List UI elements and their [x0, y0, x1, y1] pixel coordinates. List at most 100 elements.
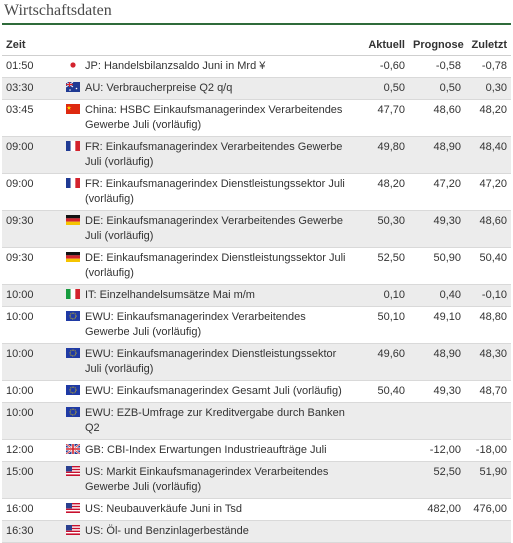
row-previous: 48,80	[465, 306, 511, 344]
row-flag	[64, 284, 83, 307]
eu-flag-icon	[66, 311, 80, 324]
table-row[interactable]: 10:00 EWU: Einkaufsmanagerindex Gesamt Ju…	[2, 380, 511, 403]
row-time: 10:00	[2, 402, 64, 440]
row-flag	[64, 439, 83, 462]
row-time: 03:45	[2, 99, 64, 137]
row-event[interactable]: EWU: Einkaufsmanagerindex Verarbeitendes…	[83, 306, 351, 344]
row-event[interactable]: US: Öl- und Benzinlagerbestände	[83, 520, 351, 543]
row-forecast: 48,90	[409, 136, 465, 174]
row-event[interactable]: IT: Einzelhandelsumsätze Mai m/m	[83, 284, 351, 307]
us-flag-icon	[66, 503, 80, 516]
table-row[interactable]: 12:00 GB: CBI-Index Erwartungen Industrie…	[2, 439, 511, 462]
table-row[interactable]: 09:30 DE: Einkaufsmanagerindex Verarbeite…	[2, 210, 511, 248]
row-event[interactable]: US: Markit Einkaufsmanagerindex Verarbei…	[83, 461, 351, 499]
row-flag	[64, 55, 83, 78]
row-actual: 49,60	[351, 343, 409, 381]
row-event[interactable]: DE: Einkaufsmanagerindex Verarbeitendes …	[83, 210, 351, 248]
column-header-previous[interactable]: Zuletzt	[465, 34, 511, 56]
row-event[interactable]: EWU: Einkaufsmanagerindex Dienstleistung…	[83, 343, 351, 381]
row-event[interactable]: JP: Handelsbilanzsaldo Juni in Mrd ¥	[83, 55, 351, 78]
eu-flag-icon	[66, 348, 80, 361]
row-time: 09:00	[2, 173, 64, 211]
row-flag	[64, 520, 83, 543]
fr-flag-icon	[66, 141, 81, 154]
table-row[interactable]: 16:30 US: Öl- und Benzinlagerbestände	[2, 520, 511, 543]
row-forecast: 48,90	[409, 343, 465, 381]
row-previous: 48,20	[465, 99, 511, 137]
row-actual: 49,80	[351, 136, 409, 174]
row-time: 09:30	[2, 247, 64, 285]
row-actual: 47,70	[351, 99, 409, 137]
table-row[interactable]: 09:30 DE: Einkaufsmanagerindex Dienstleis…	[2, 247, 511, 285]
row-flag	[64, 343, 83, 381]
row-actual: 0,50	[351, 77, 409, 100]
row-previous: 48,30	[465, 343, 511, 381]
table-row[interactable]: 10:00 EWU: Einkaufsmanagerindex Dienstlei…	[2, 343, 511, 381]
row-forecast: 49,30	[409, 210, 465, 248]
row-time: 16:30	[2, 520, 64, 543]
row-actual: 50,40	[351, 380, 409, 403]
row-actual: 50,10	[351, 306, 409, 344]
table-row[interactable]: 01:50 JP: Handelsbilanzsaldo Juni in Mrd …	[2, 55, 511, 78]
row-forecast: 50,90	[409, 247, 465, 285]
row-flag	[64, 77, 83, 100]
row-forecast	[409, 402, 465, 440]
row-actual	[351, 461, 409, 499]
table-row[interactable]: 10:00 IT: Einzelhandelsumsätze Mai m/m 0,1…	[2, 284, 511, 307]
row-flag	[64, 247, 83, 285]
row-actual: 48,20	[351, 173, 409, 211]
row-event[interactable]: EWU: Einkaufsmanagerindex Gesamt Juli (v…	[83, 380, 351, 403]
row-flag	[64, 99, 83, 137]
table-row[interactable]: 03:45 China: HSBC Einkaufsmanagerindex Ve…	[2, 99, 511, 137]
row-previous: -0,10	[465, 284, 511, 307]
table-row[interactable]: 03:30 AU: Verbraucherpreise Q2 q/q 0,50 0,5…	[2, 77, 511, 100]
cn-flag-icon	[66, 104, 80, 117]
row-forecast: -12,00	[409, 439, 465, 462]
row-event[interactable]: China: HSBC Einkaufsmanagerindex Verarbe…	[83, 99, 351, 137]
row-event[interactable]: US: Neubauverkäufe Juni in Tsd	[83, 498, 351, 521]
row-previous: 50,40	[465, 247, 511, 285]
column-header-time[interactable]: Zeit	[2, 34, 64, 56]
row-actual	[351, 520, 409, 543]
us-flag-icon	[66, 466, 80, 479]
row-forecast: 49,10	[409, 306, 465, 344]
row-flag	[64, 136, 83, 174]
row-previous: -0,78	[465, 55, 511, 78]
row-time: 10:00	[2, 284, 64, 307]
economic-data-table: Zeit Aktuell Prognose Zuletzt 01:50 JP: H…	[2, 34, 511, 543]
table-row[interactable]: 16:00 US: Neubauverkäufe Juni in Tsd 482,0…	[2, 498, 511, 521]
column-header-forecast[interactable]: Prognose	[409, 34, 465, 56]
table-row[interactable]: 10:00 EWU: EZB-Umfrage zur Kreditvergabe …	[2, 402, 511, 440]
eu-flag-icon	[66, 385, 80, 398]
de-flag-icon	[66, 215, 80, 228]
row-time: 03:30	[2, 77, 64, 100]
column-header-event	[83, 34, 351, 56]
row-event[interactable]: FR: Einkaufsmanagerindex Verarbeitendes …	[83, 136, 351, 174]
table-row[interactable]: 15:00 US: Markit Einkaufsmanagerindex Ver…	[2, 461, 511, 499]
row-previous: 51,90	[465, 461, 511, 499]
row-flag	[64, 402, 83, 440]
row-forecast	[409, 520, 465, 543]
row-event[interactable]: DE: Einkaufsmanagerindex Dienstleistungs…	[83, 247, 351, 285]
table-row[interactable]: 10:00 EWU: Einkaufsmanagerindex Verarbeit…	[2, 306, 511, 344]
table-row[interactable]: 09:00 FR: Einkaufsmanagerindex Verarbeite…	[2, 136, 511, 174]
table-row[interactable]: 09:00 FR: Einkaufsmanagerindex Dienstleis…	[2, 173, 511, 211]
de-flag-icon	[66, 252, 80, 265]
row-time: 09:30	[2, 210, 64, 248]
row-forecast: -0,58	[409, 55, 465, 78]
row-event[interactable]: EWU: EZB-Umfrage zur Kreditvergabe durch…	[83, 402, 351, 440]
title-divider	[2, 23, 511, 25]
row-time: 10:00	[2, 306, 64, 344]
row-previous: 48,40	[465, 136, 511, 174]
column-header-actual[interactable]: Aktuell	[351, 34, 409, 56]
row-flag	[64, 210, 83, 248]
row-time: 10:00	[2, 343, 64, 381]
row-event[interactable]: GB: CBI-Index Erwartungen Industrieauftr…	[83, 439, 351, 462]
row-previous: -18,00	[465, 439, 511, 462]
row-time: 15:00	[2, 461, 64, 499]
row-actual	[351, 439, 409, 462]
row-event[interactable]: AU: Verbraucherpreise Q2 q/q	[83, 77, 351, 100]
gb-flag-icon	[65, 443, 81, 457]
row-previous: 48,60	[465, 210, 511, 248]
row-event[interactable]: FR: Einkaufsmanagerindex Dienstleistungs…	[83, 173, 351, 211]
